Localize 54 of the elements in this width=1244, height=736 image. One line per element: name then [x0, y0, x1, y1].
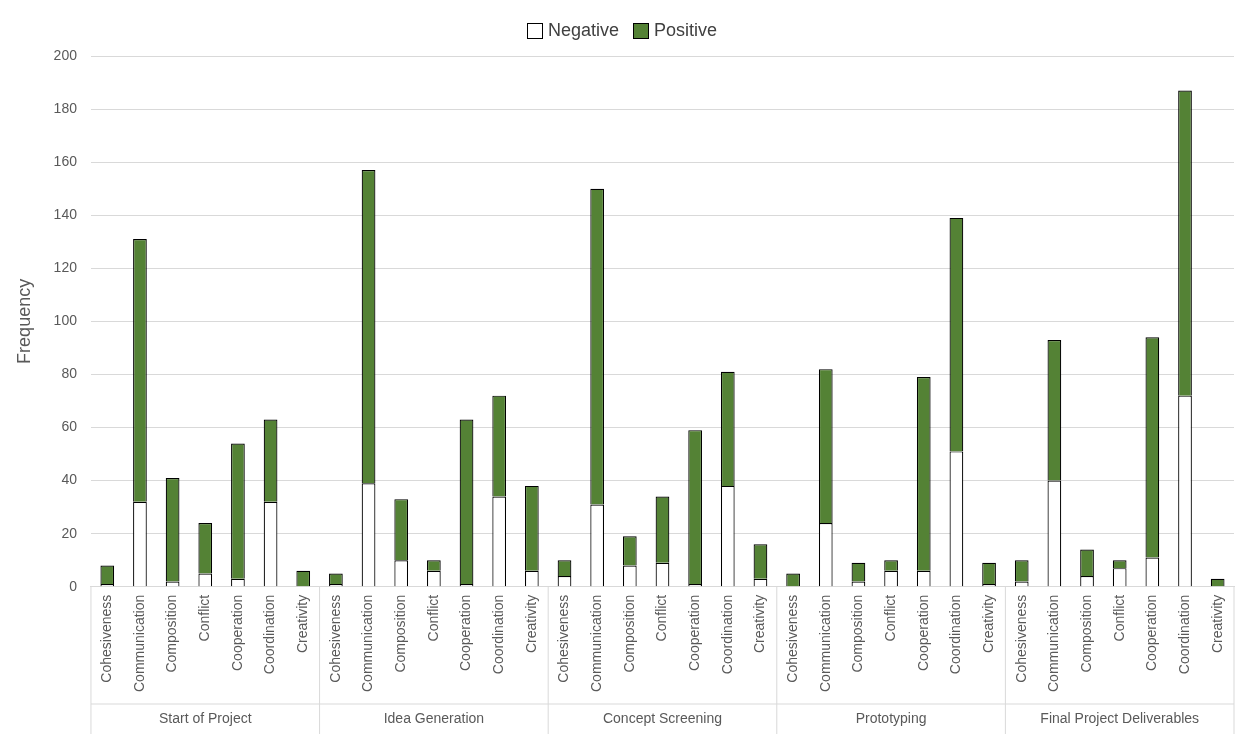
y-tick-label: 100 — [53, 312, 78, 329]
x-tick-label: Cooperation — [1143, 594, 1160, 672]
x-tick-label: Creativity — [522, 594, 539, 654]
y-tick-label: 140 — [53, 206, 78, 223]
x-tick-label: Coordination — [490, 594, 507, 675]
x-tick-label: Cohesiveness — [98, 594, 115, 683]
x-tick-label: Coordination — [261, 594, 278, 675]
x-tick-label: Cooperation — [457, 594, 474, 672]
y-tick-label: 200 — [53, 46, 78, 63]
x-tick-label: Creativity — [1208, 594, 1225, 654]
x-tick-label: Communication — [588, 594, 605, 692]
x-tick-label: Communication — [359, 594, 376, 692]
x-tick-label: Composition — [620, 594, 637, 673]
x-tick-label: Coordination — [947, 594, 964, 675]
x-tick-label: Cohesiveness — [783, 594, 800, 683]
x-tick-label: Conflict — [1110, 594, 1127, 642]
x-tick-label: Conflict — [424, 594, 441, 642]
x-tick-label: Creativity — [979, 594, 996, 654]
y-tick-label: 120 — [53, 259, 78, 276]
x-tick-label: Cooperation — [686, 594, 702, 672]
text: Concept Screening — [602, 709, 723, 726]
x-tick-label: Creativity — [751, 594, 768, 654]
x-tick-label: Coordination — [1175, 594, 1192, 675]
y-tick-label: 40 — [61, 471, 78, 488]
x-tick-label: Creativity — [294, 594, 311, 654]
x-tick-label: Composition — [1077, 594, 1094, 673]
x-tick-label: Cooperation — [228, 594, 245, 672]
x-tick-label: Composition — [392, 594, 409, 673]
x-tick-label: Conflict — [881, 594, 898, 642]
y-tick-label: 60 — [61, 418, 78, 435]
y-tick-label: 80 — [61, 365, 78, 382]
x-tick-label: Cohesiveness — [555, 594, 572, 683]
text: Idea Generation — [383, 709, 485, 726]
x-tick-label: Cooperation — [914, 594, 931, 672]
x-tick-label: Composition — [849, 594, 866, 673]
text: Final Project Deliverables — [1040, 709, 1200, 726]
x-tick-label: Conflict — [653, 594, 670, 642]
legend-label: Negative — [547, 20, 619, 41]
x-tick-label: Composition — [163, 594, 180, 673]
y-tick-label: 180 — [53, 99, 78, 116]
x-tick-label: Communication — [130, 594, 147, 692]
x-tick-label: Communication — [1045, 594, 1062, 692]
y-tick-label: 20 — [61, 524, 78, 541]
y-tick-label: 0 — [69, 577, 78, 594]
text: Prototyping — [855, 709, 927, 726]
text: Start of Project — [158, 709, 252, 726]
x-tick-label: Coordination — [718, 594, 735, 675]
y-tick-label: 160 — [53, 153, 78, 170]
x-tick-label: Communication — [816, 594, 833, 692]
y-axis-title: Frequency — [13, 278, 34, 364]
x-tick-label: Cohesiveness — [326, 594, 343, 683]
x-tick-label: Conflict — [196, 594, 213, 642]
x-tick-label: Cohesiveness — [1012, 594, 1029, 683]
legend-label: Positive — [654, 20, 718, 41]
